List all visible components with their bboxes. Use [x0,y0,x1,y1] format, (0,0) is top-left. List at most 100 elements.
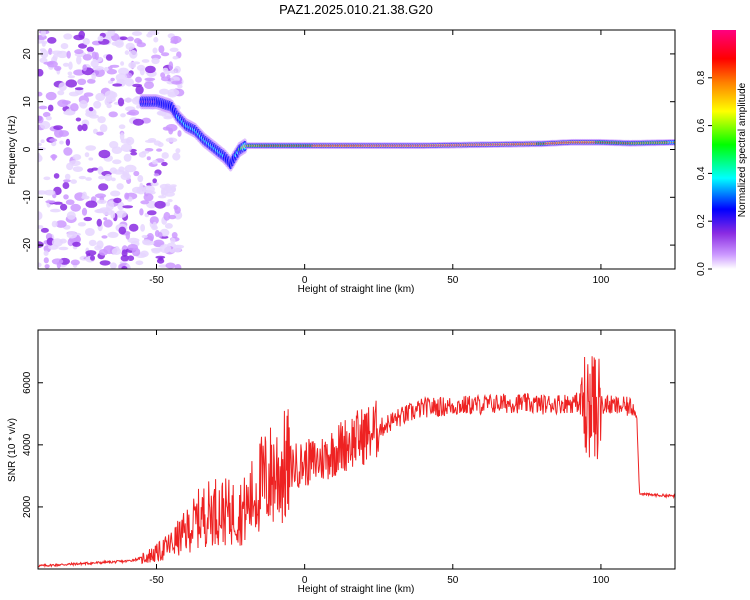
noise-blob [124,164,137,173]
noise-blob [165,137,178,143]
noise-blob [45,116,52,121]
noise-blob [38,154,43,163]
noise-blob [165,262,176,269]
noise-blob [78,30,85,39]
snr-x-axis: -50 0 50 100 [149,330,610,586]
noise-blob [60,43,69,50]
noise-blob [163,185,172,192]
noise-blob [89,114,99,119]
noise-blob [90,59,99,68]
noise-blob [58,82,67,91]
noise-blob [112,159,122,165]
noise-blob [137,175,144,183]
noise-blob [88,239,97,247]
noise-blob [74,49,84,55]
noise-blob [157,142,164,148]
noise-blob [62,181,70,190]
noise-blob [77,124,83,132]
noise-blob [115,210,127,219]
noise-blob [79,100,88,109]
noise-blob [127,244,139,251]
noise-blob [168,127,174,135]
noise-blob [82,191,87,199]
noise-blob [120,143,133,152]
noise-blob [108,200,115,204]
noise-blob [62,62,70,67]
noise-blob [85,177,92,181]
noise-blob [103,217,108,221]
noise-blob [75,117,82,122]
noise-blob [140,224,146,232]
noise-blob [128,61,137,69]
noise-blob [81,123,88,132]
noise-blob [138,151,147,158]
noise-blob [88,107,94,112]
noise-blob [72,241,81,247]
noise-blob [125,78,134,87]
snr-y-label: SNR (10 * v/v) [7,418,18,482]
noise-blob [43,176,51,181]
noise-blob [40,30,46,37]
noise-blob [118,67,129,76]
noise-blob [131,83,143,88]
noise-blob [98,175,105,180]
noise-blob [172,244,182,253]
noise-blob [153,36,159,43]
x-tick-label: 0 [302,575,308,586]
noise-blob [42,111,51,118]
noise-blob [39,48,47,52]
noise-blob [144,77,156,82]
noise-blob [139,67,145,76]
noise-blob [77,222,86,227]
noise-blob [169,47,179,52]
noise-blob [38,142,42,147]
noise-blob [161,52,170,57]
colorbar-tick-label: 0.6 [696,118,707,132]
noise-blob [118,166,125,173]
noise-blob [84,152,90,158]
noise-blob [118,226,127,235]
noise-blob [153,173,160,177]
noise-blob [72,154,82,161]
noise-blob [143,193,154,202]
x-tick-label: 50 [447,275,459,286]
noise-blob [88,157,94,161]
noise-blob [170,40,179,44]
noise-blob [43,250,49,256]
noise-blob [67,75,76,79]
noise-blob [173,204,179,211]
noise-blob [86,46,95,53]
noise-blob [168,61,174,71]
noise-blob [63,33,73,40]
noise-blob [160,187,165,196]
noise-blob [120,138,131,144]
noise-blob [152,47,158,54]
noise-blob [60,203,68,211]
noise-blob [104,90,116,100]
noise-blob [121,249,128,257]
noise-blob [104,98,110,106]
noise-blob [157,232,163,238]
noise-blob [171,80,183,85]
noise-blob [63,110,76,116]
noise-blob [101,235,108,239]
noise-blob [51,50,63,55]
noise-blob [65,79,78,88]
noise-blob [158,195,167,199]
noise-blob [123,153,132,162]
noise-blob [43,257,49,264]
noise-blob [51,220,58,228]
snr-frame [37,329,676,570]
spectrogram-y-label: Frequency (Hz) [7,116,18,185]
noise-blob [97,35,104,42]
y-tick-label: 0 [22,146,33,152]
noise-blob [171,185,177,193]
noise-blob [53,173,60,179]
spectrogram-marks [38,30,675,269]
y-tick-label: -10 [22,190,33,205]
noise-blob [139,182,144,192]
noise-blob [57,90,65,96]
noise-blob [65,138,71,146]
noise-blob [110,262,117,269]
noise-blob [40,139,45,143]
